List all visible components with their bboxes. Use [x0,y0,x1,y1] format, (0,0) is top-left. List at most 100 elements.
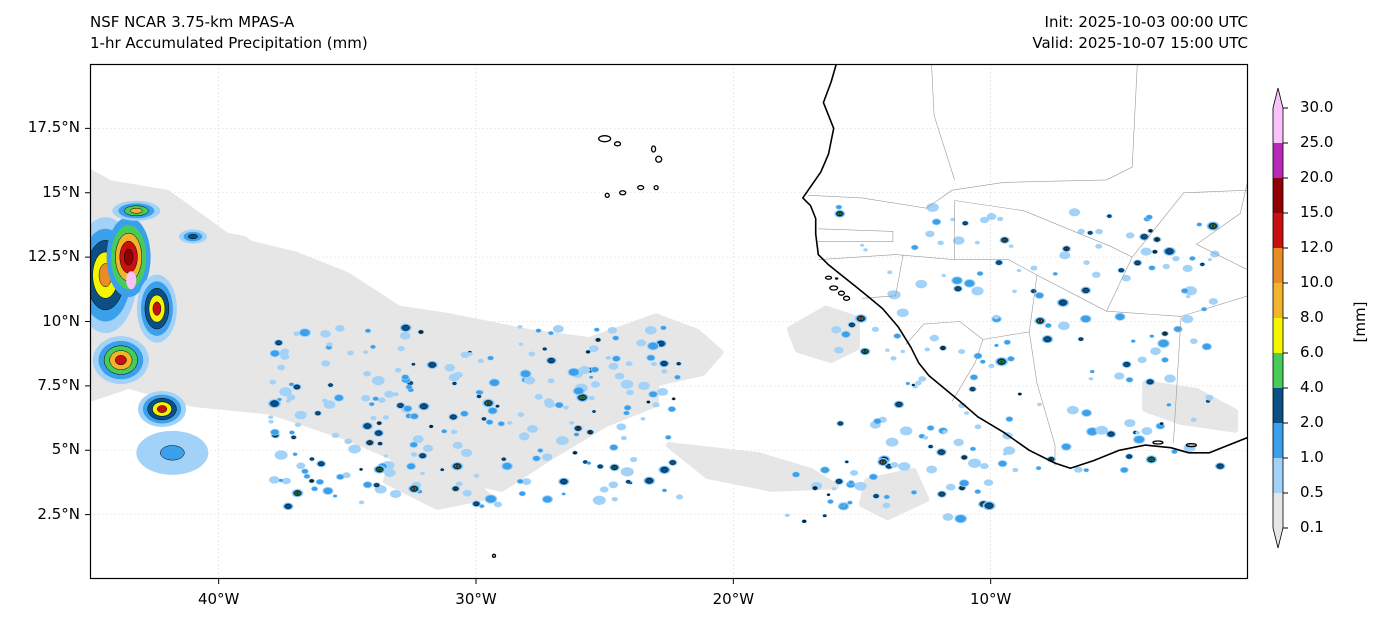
colorbar [1272,87,1288,549]
precip-cell [389,489,402,499]
precip-cell [997,216,1004,222]
precip-cell [969,387,976,392]
precip-cell [363,371,371,377]
precip-cell [378,468,381,471]
precip-cell [574,432,579,437]
precip-cell [657,388,669,396]
precip-cell [293,452,298,456]
precip-cell [911,383,915,387]
border-line [807,64,1138,209]
precip-cell [1066,405,1079,415]
precip-cell [863,248,868,252]
precip-cell [152,301,162,316]
precip-cell [929,334,939,342]
precip-cell [869,474,878,480]
precip-cell [1035,292,1044,299]
precip-cell [157,405,168,413]
island-outline [824,275,833,280]
colorbar-unit-label: [mm] [1351,301,1369,343]
precip-cell [412,435,424,444]
colorbar-extend-max [1273,88,1283,108]
precip-cell [837,421,844,426]
precip-cell [1004,340,1011,345]
precip-cell [1208,298,1218,305]
precip-cell [115,355,127,366]
precip-cell [1149,265,1155,270]
colorbar-extend-min [1273,528,1283,548]
precip-cell [326,342,333,347]
precip-cell [925,230,935,238]
precip-cell [1155,238,1159,241]
precip-cell [334,394,344,401]
precip-cell [938,491,946,497]
precip-cell [1182,264,1193,273]
colorbar-tick-label: 1.0 [1300,448,1324,466]
precip-cell [608,362,619,370]
colorbar-segment [1273,143,1283,178]
precip-cell [1200,262,1205,266]
precip-cell [834,346,844,354]
island-outline [837,290,846,296]
model-name: NSF NCAR 3.75-km MPAS-A [90,13,295,31]
precip-cell [953,438,964,447]
precip-cell [275,340,282,346]
border-line [1106,189,1248,312]
precip-cell [296,462,306,470]
precip-cell [410,452,418,457]
precip-cell [845,460,849,464]
precip-cell [1211,224,1215,228]
precip-cell [1095,425,1108,435]
precip-cell [360,468,362,470]
axis-ticks [85,127,992,584]
precip-cell [363,481,372,488]
precip-cell [871,326,880,332]
precip-cell [937,449,945,455]
precip-cell [1016,269,1022,273]
precip-cell [675,494,684,500]
colorbar-segment [1273,493,1283,528]
colorbar-segment [1273,423,1283,458]
precip-cell [941,273,947,278]
precip-cell [293,331,300,336]
x-tick-label: 10°W [969,590,1012,608]
precip-cell [662,488,667,492]
precip-cell [397,346,405,352]
colorbar-segment [1273,283,1283,318]
precip-cell [430,425,432,428]
precip-cell [1146,215,1153,220]
precip-cell [894,333,901,339]
precip-cell [848,480,854,485]
precip-cell [985,502,994,509]
precip-cell [377,397,386,403]
precip-cell [406,385,412,390]
precip-cell [1189,256,1195,261]
y-tick-label: 10°N [42,311,80,330]
precip-cell [1120,467,1128,473]
precip-cell [926,202,939,212]
precip-cell [1161,357,1169,363]
y-tick-label: 7.5°N [37,375,80,394]
precip-cell [636,339,647,347]
precip-cell [518,342,524,346]
precip-cell [1003,446,1016,455]
precip-cell [493,501,503,508]
precip-cell [890,356,897,361]
precip-cell [611,496,618,502]
precip-cell [616,423,627,431]
precip-cell [1057,321,1070,331]
precip-cell [399,331,411,340]
precip-cell [269,379,277,385]
precip-cell [279,387,292,397]
precip-cell [640,417,646,421]
colorbar-tick-label: 12.0 [1300,238,1334,256]
precip-cell [344,438,353,445]
precip-cell [977,271,983,276]
precip-cell [576,427,580,430]
precip-cell [331,432,340,438]
country-borders [807,64,1248,466]
precip-cell [420,403,428,410]
precip-cell [1118,268,1124,273]
precip-cell [614,372,625,380]
precip-cell [1074,466,1083,473]
precip-cell [394,367,402,373]
